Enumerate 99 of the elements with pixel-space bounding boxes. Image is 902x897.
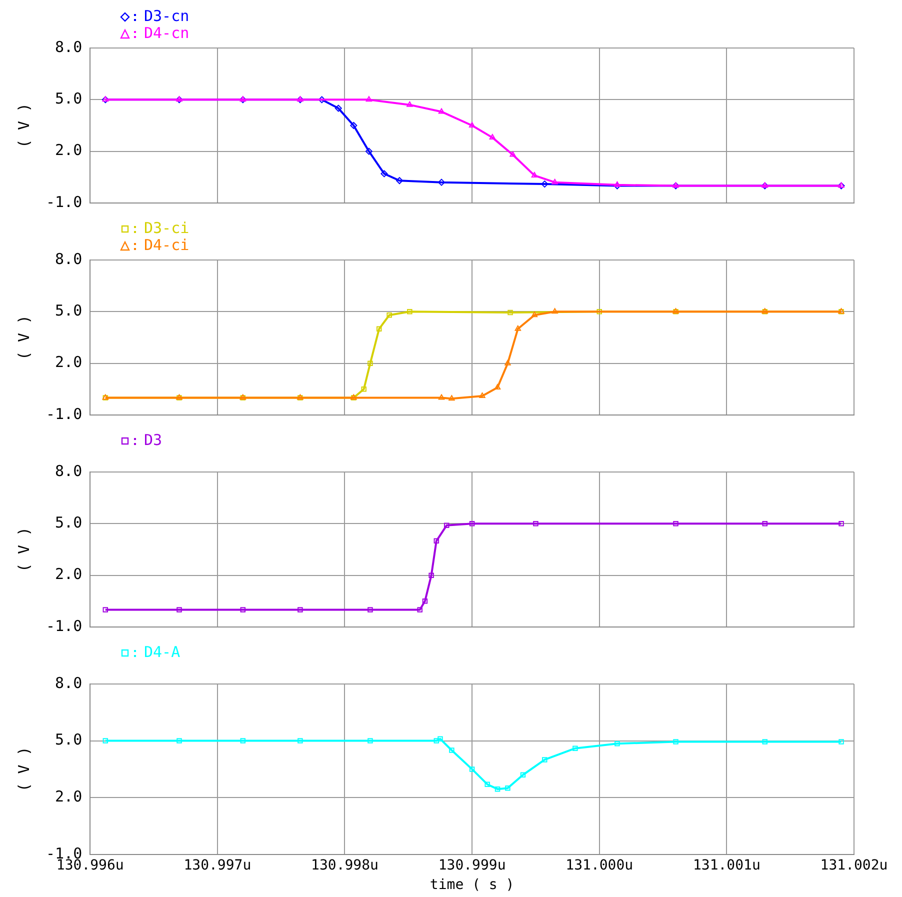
point bbox=[838, 739, 844, 744]
point bbox=[350, 122, 358, 129]
x-axis-title: time ( s ) bbox=[430, 877, 514, 894]
point bbox=[552, 308, 558, 314]
y-tick-label: 2.0 bbox=[55, 565, 82, 584]
point bbox=[552, 178, 558, 184]
point bbox=[417, 607, 422, 612]
point bbox=[614, 181, 620, 187]
point bbox=[469, 766, 475, 772]
point bbox=[376, 326, 382, 332]
y-tick-label: 2.0 bbox=[55, 353, 82, 372]
point bbox=[572, 746, 578, 751]
point bbox=[176, 607, 182, 612]
y-tick-label: -1.0 bbox=[46, 404, 82, 423]
point bbox=[298, 607, 303, 612]
point bbox=[494, 384, 501, 390]
point bbox=[386, 312, 392, 318]
x-tick-label: 131.000u bbox=[566, 857, 634, 874]
y-tick-label: 5.0 bbox=[55, 730, 82, 749]
point bbox=[438, 736, 443, 742]
point bbox=[489, 134, 496, 140]
point bbox=[422, 598, 428, 604]
x-tick-label: 130.999u bbox=[438, 857, 506, 874]
y-tick-label: 8.0 bbox=[55, 462, 82, 480]
point bbox=[514, 325, 521, 331]
point bbox=[434, 738, 440, 744]
point bbox=[407, 309, 412, 314]
point bbox=[469, 521, 475, 526]
point bbox=[531, 172, 538, 178]
point bbox=[484, 782, 490, 787]
point bbox=[504, 360, 511, 366]
y-tick-label: -1.0 bbox=[46, 616, 82, 635]
point bbox=[838, 521, 844, 526]
point bbox=[762, 521, 768, 526]
y-tick-label: 8.0 bbox=[55, 250, 82, 268]
point bbox=[508, 310, 513, 316]
y-tick-label: 8.0 bbox=[55, 674, 82, 692]
y-tick-label: 5.0 bbox=[55, 90, 82, 108]
y-tick-label: 8.0 bbox=[55, 38, 82, 56]
point bbox=[365, 148, 372, 155]
point bbox=[542, 757, 548, 762]
y-tick-label: 2.0 bbox=[55, 141, 82, 160]
y-tick-label: 5.0 bbox=[55, 514, 82, 532]
point bbox=[438, 394, 445, 400]
point bbox=[240, 738, 246, 744]
point bbox=[762, 739, 768, 744]
point bbox=[448, 395, 455, 401]
x-tick-label: 130.997u bbox=[184, 857, 252, 874]
point bbox=[479, 392, 486, 398]
point bbox=[531, 312, 538, 318]
y-axis-title: ( V ) bbox=[14, 102, 33, 148]
point bbox=[406, 101, 413, 107]
point bbox=[505, 786, 510, 791]
point bbox=[438, 108, 445, 114]
point bbox=[176, 738, 182, 744]
point bbox=[520, 772, 526, 778]
point bbox=[102, 738, 108, 744]
point bbox=[541, 180, 548, 188]
point bbox=[102, 607, 108, 612]
point bbox=[240, 607, 246, 612]
legend-label: D3-cn bbox=[144, 7, 190, 25]
point bbox=[494, 786, 500, 792]
point bbox=[614, 182, 621, 190]
point bbox=[673, 739, 678, 744]
legend-label: D4-ci bbox=[144, 236, 190, 254]
y-axis-title: ( V ) bbox=[14, 526, 33, 572]
legend-label: D4-cn bbox=[144, 24, 190, 42]
point bbox=[438, 178, 446, 186]
point bbox=[318, 96, 326, 104]
point bbox=[368, 607, 373, 612]
x-tick-label: 131.002u bbox=[820, 857, 888, 874]
legend-label: D3-ci bbox=[144, 219, 190, 237]
x-tick-label: 130.998u bbox=[311, 857, 378, 874]
point bbox=[533, 521, 538, 526]
point bbox=[596, 309, 602, 314]
point bbox=[366, 96, 372, 102]
point bbox=[334, 104, 342, 112]
point bbox=[449, 748, 454, 753]
y-axis-title: ( V ) bbox=[14, 314, 33, 360]
point bbox=[428, 572, 434, 578]
y-axis-title: ( V ) bbox=[14, 746, 33, 792]
point bbox=[468, 122, 476, 128]
point bbox=[444, 522, 450, 528]
point bbox=[298, 738, 303, 744]
y-tick-label: -1.0 bbox=[46, 192, 82, 211]
point bbox=[380, 170, 388, 178]
y-tick-label: 5.0 bbox=[55, 302, 82, 320]
point bbox=[510, 151, 516, 157]
point bbox=[396, 177, 403, 184]
y-tick-label: 2.0 bbox=[55, 787, 82, 806]
legend-label: D4-A bbox=[144, 643, 180, 661]
legend-label: D3 bbox=[144, 431, 162, 449]
x-tick-label: 131.001u bbox=[692, 857, 760, 874]
point bbox=[361, 386, 366, 392]
point bbox=[614, 741, 620, 746]
point bbox=[434, 538, 440, 544]
point bbox=[368, 738, 373, 744]
point bbox=[673, 521, 678, 526]
point bbox=[368, 360, 373, 366]
